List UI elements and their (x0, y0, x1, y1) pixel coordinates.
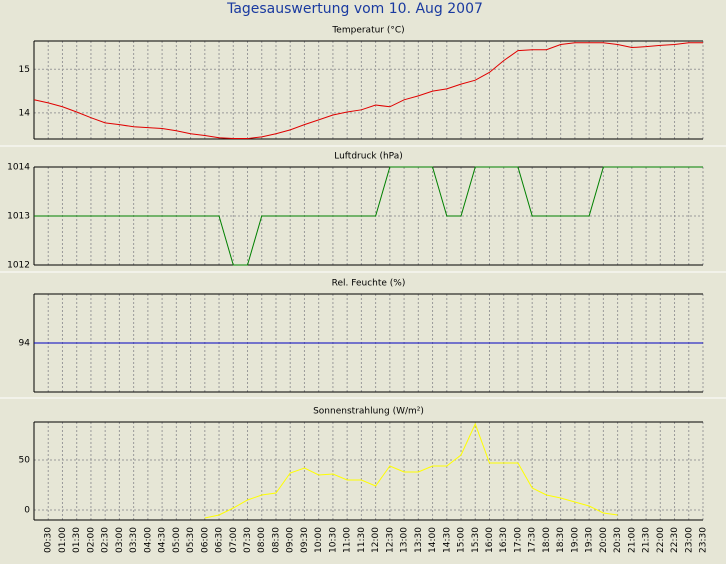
y-tick-label: 94 (19, 339, 31, 349)
x-tick-label: 23:30 (699, 527, 709, 553)
x-tick-label: 20:00 (599, 527, 609, 553)
x-tick-label: 16:30 (499, 527, 509, 553)
data-line (204, 422, 618, 519)
x-tick-label: 22:30 (670, 527, 680, 553)
x-tick-label: 07:00 (229, 527, 239, 553)
x-tick-label: 02:30 (101, 527, 111, 553)
x-tick-label: 16:00 (485, 527, 495, 553)
chart-subtitle: Temperatur (°C) (331, 26, 404, 36)
x-tick-label: 09:30 (300, 527, 310, 553)
x-tick-label: 18:30 (556, 527, 566, 553)
x-tick-label: 01:00 (58, 527, 68, 553)
x-tick-label: 01:30 (72, 527, 82, 553)
x-tick-label: 08:00 (257, 527, 267, 553)
x-tick-label: 05:30 (186, 527, 196, 553)
x-tick-label: 04:30 (158, 527, 168, 553)
x-tick-label: 19:30 (585, 527, 595, 553)
x-tick-label: 17:00 (513, 527, 523, 553)
x-tick-label: 13:00 (400, 527, 410, 553)
y-tick-label: 15 (19, 65, 30, 75)
x-tick-label: 21:30 (642, 527, 652, 553)
chart-subtitle: Luftdruck (hPa) (334, 152, 403, 162)
data-line (33, 42, 703, 140)
data-line (34, 166, 703, 266)
y-tick-label: 0 (24, 506, 30, 516)
y-tick-label: 14 (19, 108, 31, 118)
page-title: Tagesauswertung vom 10. Aug 2007 (226, 1, 483, 17)
x-tick-label: 17:30 (528, 527, 538, 553)
chart-subtitle: Sonnenstrahlung (W/m²) (313, 407, 424, 417)
y-tick-label: 1013 (7, 212, 30, 222)
x-tick-label: 19:00 (570, 527, 580, 553)
x-tick-label: 09:00 (286, 527, 296, 553)
y-tick-label: 1012 (7, 261, 30, 271)
x-tick-label: 23:00 (684, 527, 694, 553)
x-tick-label: 20:30 (613, 527, 623, 553)
x-tick-label: 10:00 (314, 527, 324, 553)
x-tick-label: 03:00 (115, 527, 125, 553)
x-tick-label: 07:30 (243, 527, 253, 553)
x-tick-label: 11:30 (357, 527, 367, 553)
x-tick-label: 18:00 (542, 527, 552, 553)
x-tick-label: 11:00 (343, 527, 353, 553)
x-tick-label: 04:00 (143, 527, 153, 553)
x-tick-label: 06:00 (200, 527, 210, 553)
x-tick-label: 15:30 (471, 527, 481, 553)
x-tick-label: 14:00 (428, 527, 438, 553)
x-tick-label: 03:30 (129, 527, 139, 553)
x-tick-label: 22:00 (656, 527, 666, 553)
x-tick-label: 02:00 (86, 527, 96, 553)
x-tick-label: 10:30 (328, 527, 338, 553)
x-tick-label: 12:00 (371, 527, 381, 553)
x-tick-label: 12:30 (385, 527, 395, 553)
x-tick-label: 15:00 (457, 527, 467, 553)
x-tick-label: 08:30 (271, 527, 281, 553)
y-tick-label: 1014 (7, 163, 30, 173)
x-tick-label: 13:30 (414, 527, 424, 553)
x-tick-label: 21:00 (627, 527, 637, 553)
chart-subtitle: Rel. Feuchte (%) (332, 279, 406, 289)
x-tick-label: 00:30 (44, 527, 54, 553)
x-tick-label: 05:00 (172, 527, 182, 553)
x-tick-label: 06:30 (215, 527, 225, 553)
y-tick-label: 50 (19, 456, 31, 466)
x-tick-label: 14:30 (442, 527, 452, 553)
